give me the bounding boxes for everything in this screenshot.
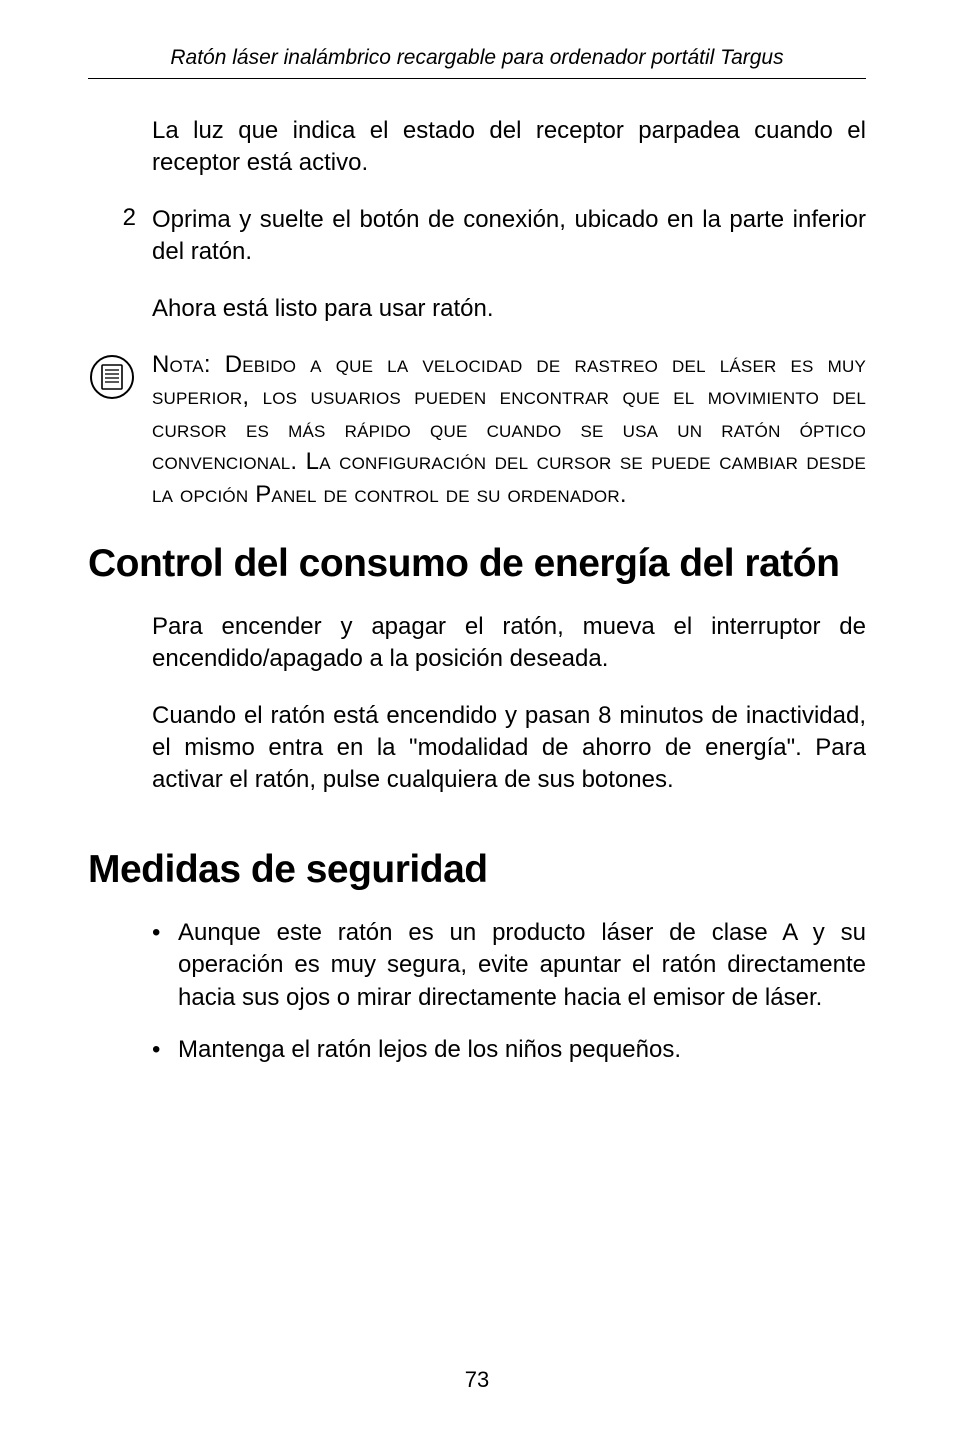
note-text: Nota: Debido a que la velocidad de rastr…: [152, 349, 866, 511]
step-2: 2 Oprima y suelte el botón de conexión, …: [110, 204, 866, 269]
intro-para2: Ahora está listo para usar ratón.: [152, 293, 866, 325]
section2-heading: Medidas de seguridad: [88, 847, 866, 893]
bullet-dot: •: [152, 1034, 178, 1066]
bullet-list: • Aunque este ratón es un producto láser…: [152, 917, 866, 1067]
section1-p1: Para encender y apagar el ratón, mueva e…: [152, 611, 866, 676]
bullet-text-0: Aunque este ratón es un producto láser d…: [178, 917, 866, 1014]
header-rule: [88, 78, 866, 79]
header-title: Ratón láser inalámbrico recargable para …: [88, 46, 866, 70]
step-number: 2: [110, 204, 152, 269]
note-icon: [88, 353, 136, 401]
page-number: 73: [0, 1367, 954, 1393]
note-lead: Nota: D: [152, 351, 242, 378]
note-block: Nota: Debido a que la velocidad de rastr…: [88, 349, 866, 511]
section1-heading: Control del consumo de energía del ratón: [88, 541, 866, 587]
step-text: Oprima y suelte el botón de conexión, ub…: [152, 204, 866, 269]
list-item: • Mantenga el ratón lejos de los niños p…: [152, 1034, 866, 1066]
bullet-text-1: Mantenga el ratón lejos de los niños peq…: [178, 1034, 866, 1066]
bullet-dot: •: [152, 917, 178, 1014]
note-rest: ebido a que la velocidad de rastreo del …: [152, 351, 866, 508]
section1-p2: Cuando el ratón está encendido y pasan 8…: [152, 700, 866, 797]
intro-para1: La luz que indica el estado del receptor…: [152, 115, 866, 180]
list-item: • Aunque este ratón es un producto láser…: [152, 917, 866, 1014]
